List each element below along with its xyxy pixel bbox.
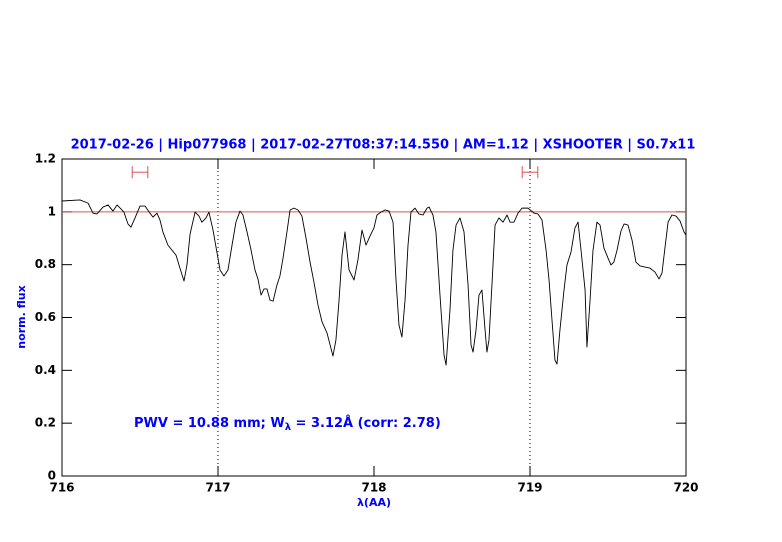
x-tick-label: 717 [205,481,230,495]
annotation-subscript: λ [285,422,292,433]
x-axis-label: λ(AA) [357,496,391,509]
y-tick-label: 0.6 [35,310,56,324]
annotation-text: PWV = 10.88 mm; W [134,416,285,431]
x-tick-label: 718 [361,481,386,495]
y-tick-label: 0 [48,469,56,483]
chart-title: 2017-02-26 | Hip077968 | 2017-02-27T08:3… [71,138,696,153]
spectrum-line [61,199,687,366]
x-tick-label: 716 [49,481,74,495]
y-tick-label: 1.2 [35,152,56,166]
annotation: PWV = 10.88 mm; Wλ = 3.12Å (corr: 2.78) [134,415,441,434]
y-tick-label: 1 [48,204,56,218]
x-tick-label: 720 [673,481,698,495]
annotation-text: = 3.12Å (corr: 2.78) [291,415,441,431]
y-tick-label: 0.4 [35,363,56,377]
y-tick-label: 0.2 [35,416,56,430]
y-axis-label: norm. flux [15,285,28,348]
y-tick-label: 0.8 [35,257,56,271]
x-tick-label: 719 [517,481,542,495]
